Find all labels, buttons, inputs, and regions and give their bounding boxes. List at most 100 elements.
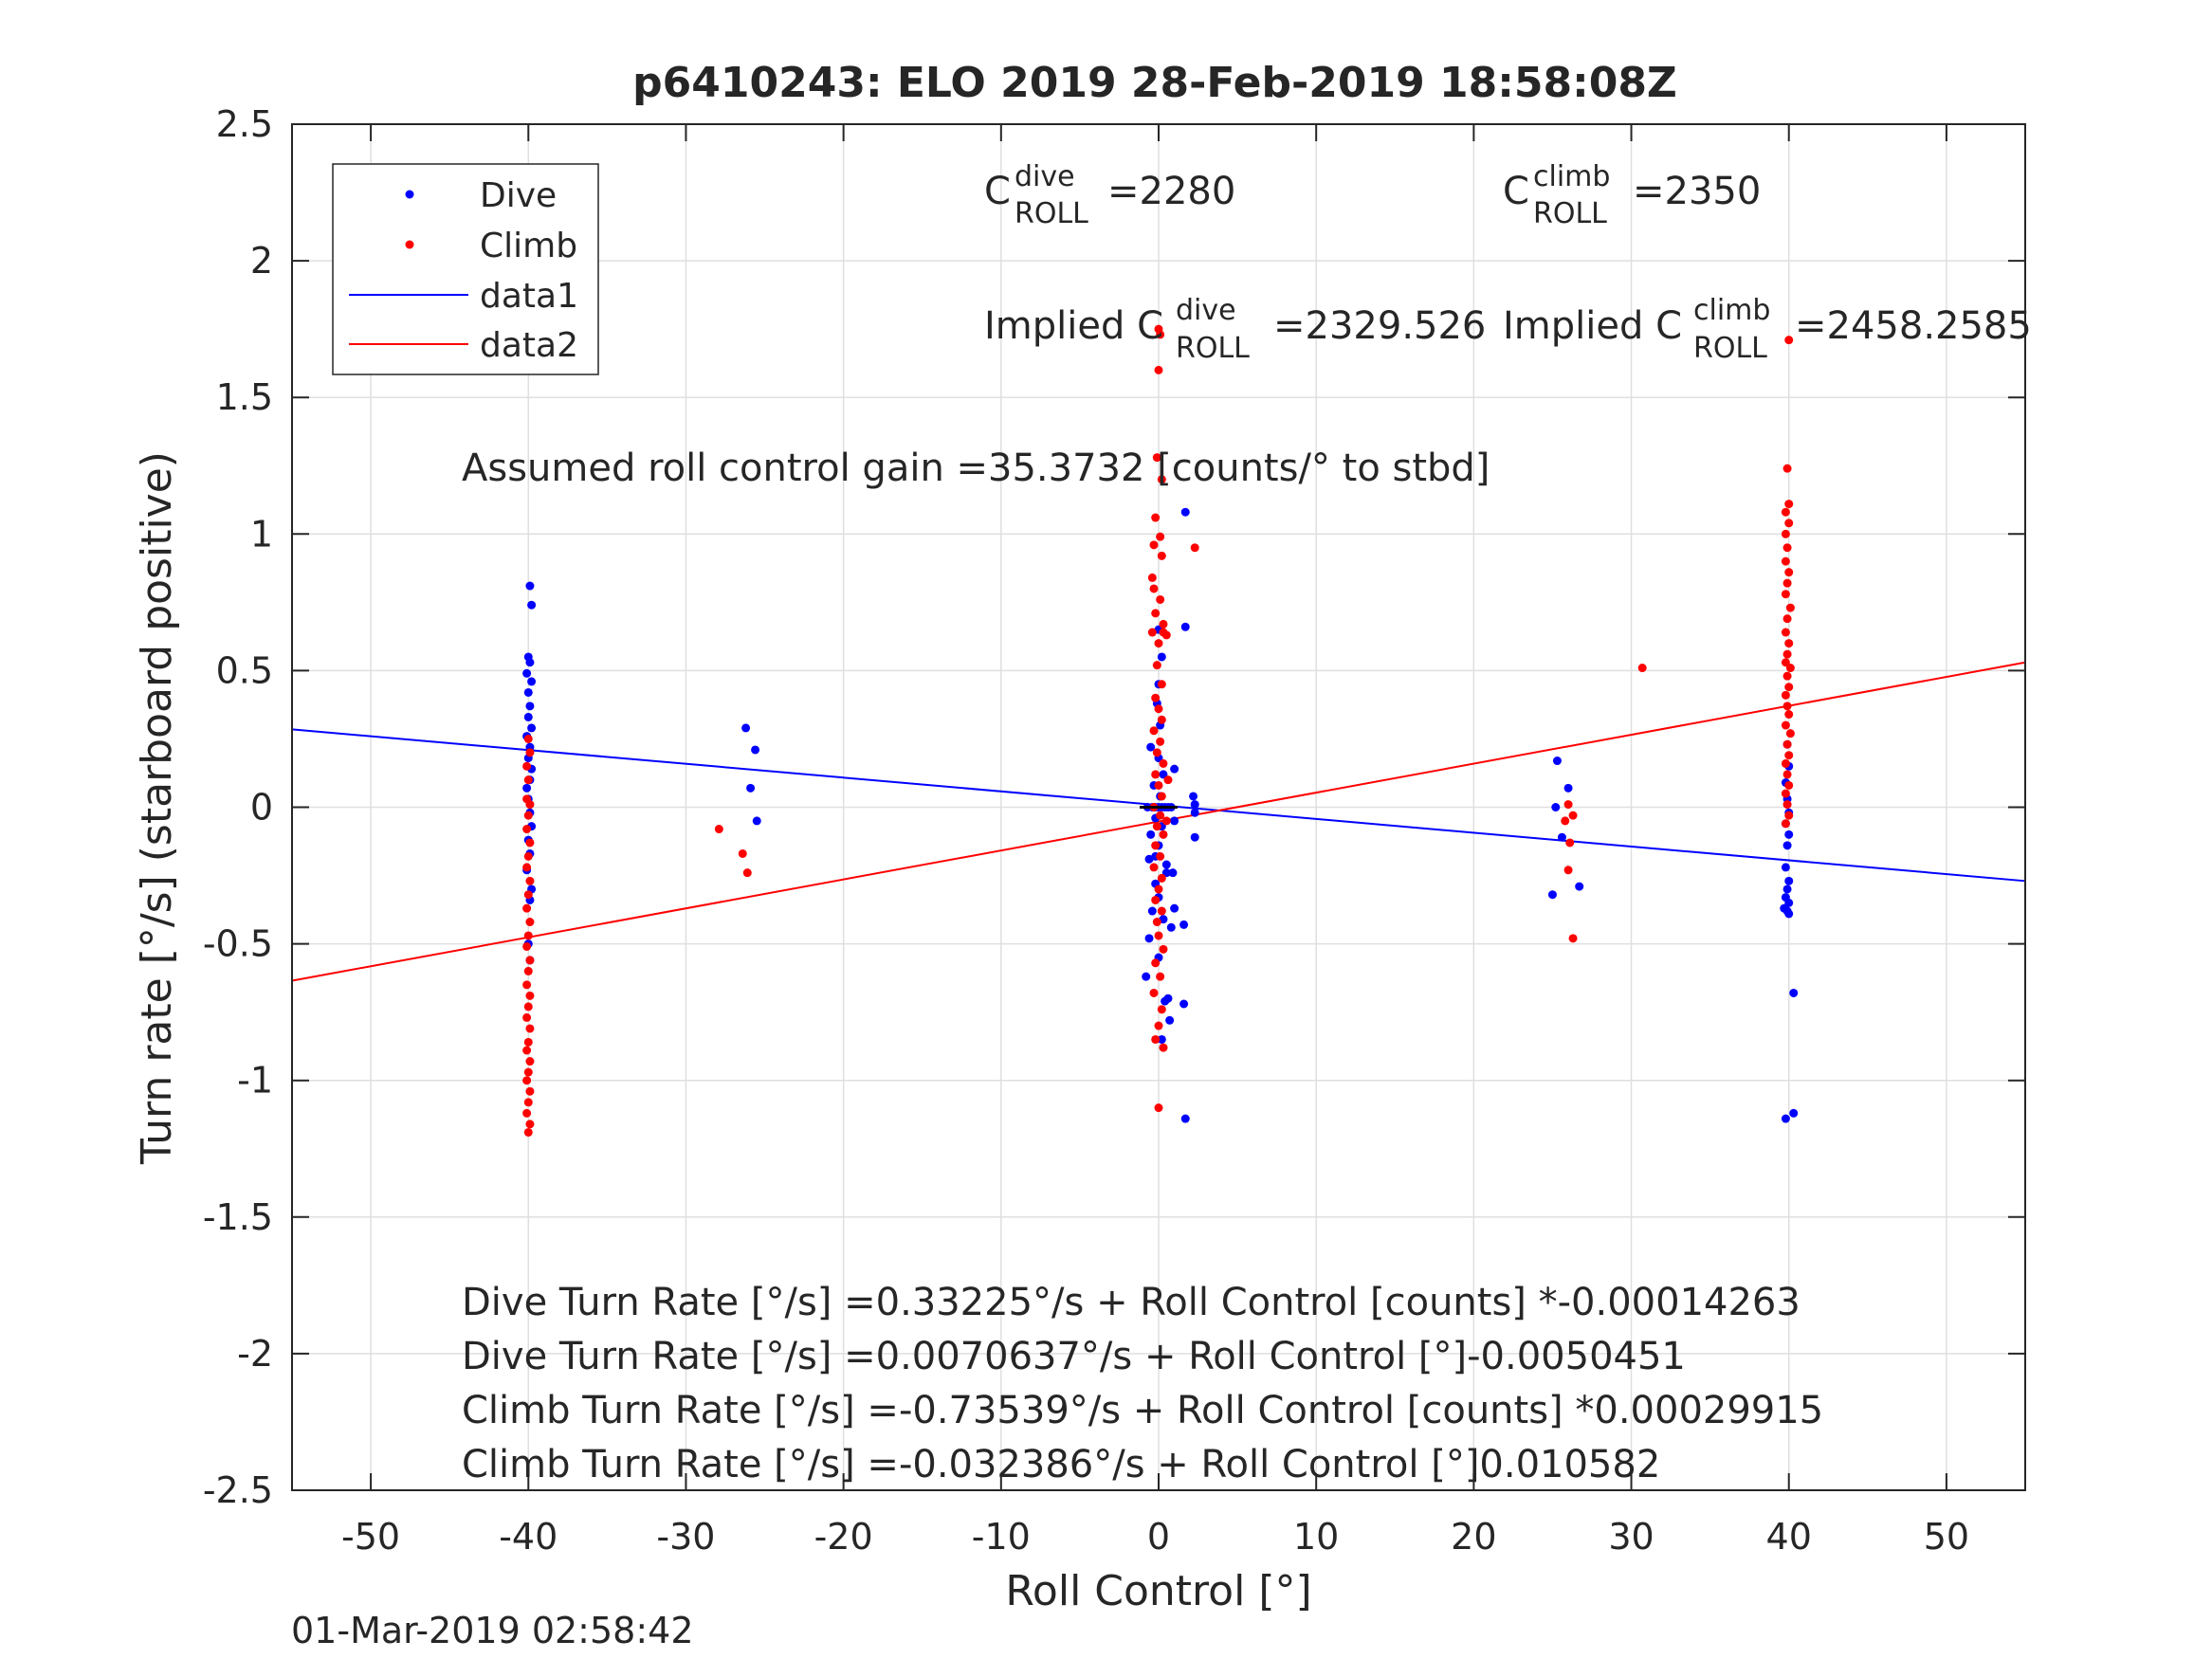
point-climb bbox=[1156, 737, 1165, 746]
point-climb bbox=[1784, 751, 1794, 760]
annotation-eq-2: Dive Turn Rate [°/s] =0.0070637°/s + Rol… bbox=[462, 1335, 1686, 1378]
point-climb bbox=[1190, 543, 1199, 553]
legend-label-climb: Climb bbox=[480, 227, 577, 265]
c-dive-sub: ROLL bbox=[1015, 197, 1088, 230]
point-dive bbox=[1168, 868, 1178, 878]
point-climb bbox=[523, 890, 533, 900]
c-climb-base: C bbox=[1503, 170, 1529, 213]
implied-dive-sup: dive bbox=[1176, 294, 1236, 327]
data-points bbox=[522, 324, 1799, 1137]
y-tick-label: -1 bbox=[237, 1060, 273, 1102]
point-climb bbox=[1782, 543, 1792, 553]
point-dive bbox=[1781, 1114, 1790, 1123]
point-climb bbox=[1149, 863, 1159, 872]
point-climb bbox=[1782, 770, 1792, 779]
point-climb bbox=[1152, 918, 1161, 927]
point-climb bbox=[1157, 715, 1166, 724]
x-tick-label: 0 bbox=[1147, 1516, 1170, 1558]
x-tick-label: -40 bbox=[499, 1516, 558, 1558]
point-climb bbox=[1785, 664, 1795, 673]
point-climb bbox=[1565, 838, 1575, 848]
point-climb bbox=[1152, 822, 1161, 831]
point-dive bbox=[1142, 972, 1151, 981]
ticks bbox=[292, 123, 2025, 1491]
point-climb bbox=[1156, 972, 1165, 981]
point-climb bbox=[522, 1076, 532, 1085]
point-dive bbox=[1190, 808, 1199, 817]
point-climb bbox=[1782, 649, 1792, 659]
legend-marker-dive bbox=[405, 190, 414, 199]
point-climb bbox=[1781, 819, 1790, 829]
point-climb bbox=[1154, 639, 1163, 648]
point-climb bbox=[1784, 639, 1794, 648]
implied-dive-sub: ROLL bbox=[1176, 332, 1250, 365]
point-climb bbox=[1781, 556, 1790, 566]
x-tick-label: -30 bbox=[656, 1516, 715, 1558]
point-climb bbox=[1151, 770, 1161, 779]
point-climb bbox=[522, 941, 532, 951]
point-climb bbox=[1147, 573, 1157, 582]
point-dive bbox=[1784, 830, 1794, 839]
grid bbox=[292, 124, 2025, 1490]
point-climb bbox=[1161, 630, 1171, 640]
point-dive bbox=[1157, 1034, 1166, 1044]
point-dive bbox=[522, 668, 532, 678]
point-climb bbox=[522, 1012, 532, 1022]
x-tick-label: 30 bbox=[1608, 1516, 1654, 1558]
point-climb bbox=[1151, 1034, 1161, 1044]
point-climb bbox=[1151, 693, 1161, 702]
point-dive bbox=[523, 712, 533, 721]
point-dive bbox=[1170, 764, 1179, 774]
y-tick-label: -2.5 bbox=[203, 1469, 273, 1511]
point-climb bbox=[1151, 609, 1161, 618]
point-climb bbox=[525, 838, 535, 848]
point-climb bbox=[1782, 671, 1792, 681]
point-dive bbox=[1161, 860, 1171, 869]
point-climb bbox=[714, 825, 723, 834]
point-dive bbox=[525, 702, 535, 711]
point-climb bbox=[525, 876, 535, 885]
point-climb bbox=[1782, 578, 1792, 588]
legend-label-data2: data2 bbox=[480, 326, 578, 365]
point-climb bbox=[522, 863, 532, 872]
point-dive bbox=[1190, 832, 1199, 842]
point-climb bbox=[523, 734, 533, 743]
point-climb bbox=[1154, 931, 1163, 940]
point-climb bbox=[1785, 729, 1795, 738]
point-climb bbox=[1561, 816, 1570, 826]
point-climb bbox=[525, 748, 535, 757]
point-dive bbox=[1189, 792, 1198, 801]
implied-climb-sub: ROLL bbox=[1693, 332, 1767, 365]
point-climb bbox=[1781, 720, 1790, 730]
point-climb bbox=[1156, 594, 1165, 604]
point-dive bbox=[1781, 863, 1790, 872]
x-tick-label: -50 bbox=[341, 1516, 400, 1558]
point-climb bbox=[1157, 792, 1166, 801]
y-tick-label: 1 bbox=[250, 513, 273, 555]
point-climb bbox=[1781, 758, 1790, 768]
point-climb bbox=[1152, 748, 1161, 757]
point-climb bbox=[522, 1108, 532, 1118]
point-dive bbox=[1157, 652, 1166, 662]
point-climb bbox=[1149, 584, 1159, 593]
y-tick-labels: 2.5 2 1.5 1 0.5 0 -0.5 -1 -1.5 -2 -2.5 bbox=[203, 103, 273, 1511]
point-climb bbox=[1157, 1005, 1166, 1014]
point-dive bbox=[1144, 854, 1154, 864]
point-dive bbox=[1146, 830, 1156, 839]
y-tick-label: 2.5 bbox=[216, 103, 273, 145]
point-climb bbox=[1784, 780, 1794, 790]
point-climb bbox=[523, 1067, 533, 1077]
point-climb bbox=[1784, 519, 1794, 528]
y-axis-label: Turn rate [°/s] (starboard positive) bbox=[133, 451, 181, 1165]
point-dive bbox=[523, 687, 533, 697]
implied-climb-sup: climb bbox=[1693, 294, 1770, 327]
point-climb bbox=[522, 761, 532, 771]
point-dive bbox=[1782, 841, 1792, 850]
point-climb bbox=[1784, 336, 1794, 345]
point-dive bbox=[1170, 903, 1179, 913]
annotation-c-dive: C dive ROLL =2280 bbox=[984, 160, 1235, 230]
y-tick-label: -1.5 bbox=[203, 1196, 273, 1238]
point-climb bbox=[1154, 365, 1163, 374]
point-climb bbox=[1782, 614, 1792, 624]
point-climb bbox=[522, 825, 532, 834]
